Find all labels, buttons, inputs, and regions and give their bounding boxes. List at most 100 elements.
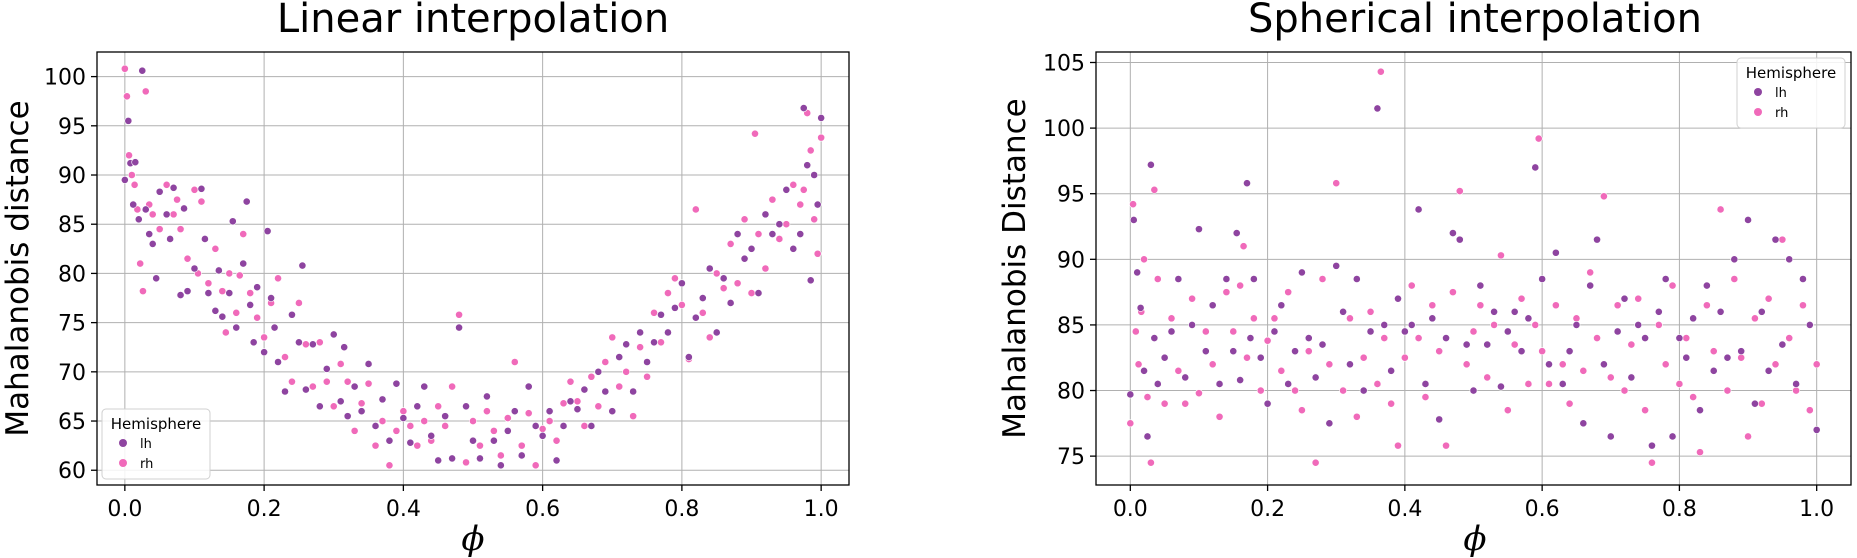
data-point-lh	[1668, 432, 1677, 441]
data-point-rh	[1311, 458, 1320, 467]
data-point-rh	[510, 358, 519, 366]
data-point-rh	[476, 441, 484, 450]
data-point-rh	[1421, 393, 1430, 401]
data-point-lh	[1400, 327, 1409, 336]
data-point-rh	[136, 259, 145, 268]
data-point-lh	[399, 414, 408, 422]
data-point-lh	[1634, 321, 1643, 329]
data-point-rh	[1318, 275, 1327, 283]
data-point-rh	[789, 180, 798, 189]
data-point-rh	[524, 409, 533, 418]
data-point-rh	[197, 197, 206, 206]
data-point-rh	[671, 274, 679, 283]
data-point-rh	[782, 220, 791, 229]
data-point-rh	[1147, 458, 1155, 467]
data-point-lh	[1483, 340, 1492, 349]
plot-frame	[1095, 51, 1852, 486]
data-point-lh	[796, 230, 805, 238]
data-point-rh	[1606, 373, 1615, 382]
data-point-rh	[636, 343, 645, 352]
data-point-rh	[1579, 366, 1588, 375]
data-point-lh	[385, 436, 394, 445]
data-point-lh	[1805, 321, 1814, 329]
data-point-lh	[1208, 301, 1217, 310]
data-point-lh	[357, 407, 366, 416]
data-point-rh	[1510, 340, 1519, 349]
data-point-lh	[249, 338, 258, 347]
x-axis-label: ϕ	[461, 519, 484, 558]
data-point-rh	[232, 308, 241, 317]
data-point-rh	[1613, 301, 1622, 310]
data-point-rh	[643, 372, 651, 381]
chart-title: Linear interpolation	[277, 0, 669, 42]
data-point-lh	[1256, 353, 1265, 362]
data-point-lh	[120, 176, 129, 184]
data-point-lh	[124, 116, 133, 125]
data-point-rh	[677, 301, 686, 309]
data-point-lh	[1373, 104, 1382, 113]
data-point-rh	[1455, 187, 1464, 195]
data-point-lh	[1723, 353, 1732, 362]
data-point-lh	[782, 185, 791, 194]
data-point-lh	[531, 422, 540, 430]
y-tick-label: 85	[1057, 314, 1085, 339]
data-point-lh	[1380, 321, 1389, 329]
data-point-rh	[1380, 334, 1389, 342]
data-point-lh	[1702, 281, 1711, 290]
data-point-lh	[698, 294, 707, 302]
data-point-lh	[1730, 255, 1739, 264]
ticks: 0.0 0.2 0.4 0.6 0.8 1.0 60 65 70 75 80 85 90 95 100	[44, 66, 839, 522]
data-point-rh	[1277, 366, 1286, 375]
data-point-rh	[378, 417, 387, 425]
data-point-rh	[274, 274, 282, 283]
data-point-lh	[1359, 386, 1368, 395]
data-point-rh	[1284, 288, 1293, 297]
data-point-rh	[754, 230, 763, 238]
data-point-lh	[336, 397, 345, 406]
data-point-lh	[218, 312, 227, 321]
data-point-lh	[496, 461, 505, 470]
data-point-rh	[1134, 360, 1143, 369]
data-point-lh	[152, 274, 161, 283]
data-point-rh	[664, 289, 672, 298]
data-point-rh	[1174, 366, 1183, 375]
data-point-lh	[545, 407, 554, 416]
data-point-lh	[239, 259, 248, 268]
data-point-lh	[322, 364, 331, 373]
data-point-rh	[594, 402, 603, 411]
data-point-rh	[1545, 380, 1553, 388]
data-point-rh	[1805, 406, 1814, 415]
data-point-lh	[1270, 327, 1279, 336]
data-point-lh	[503, 426, 512, 435]
data-point-lh	[295, 338, 303, 347]
data-point-lh	[1332, 261, 1341, 270]
data-point-lh	[1551, 248, 1560, 257]
data-point-rh	[1661, 360, 1670, 369]
data-point-lh	[719, 274, 728, 283]
x-tick-label: 0.0	[1113, 497, 1148, 522]
data-point-rh	[483, 407, 491, 416]
data-point-rh	[1723, 386, 1732, 395]
data-point-rh	[580, 422, 589, 430]
data-point-lh	[441, 412, 450, 421]
data-point-rh	[1407, 281, 1416, 290]
data-point-lh	[733, 230, 742, 238]
data-point-lh	[768, 230, 777, 238]
data-point-lh	[138, 66, 147, 75]
data-point-lh	[301, 385, 310, 394]
data-point-lh	[1229, 347, 1238, 356]
data-point-lh	[427, 431, 436, 440]
data-point-lh	[705, 264, 714, 273]
data-point-rh	[392, 426, 401, 435]
data-point-rh	[183, 254, 192, 263]
legend-box	[101, 408, 211, 480]
data-point-lh	[274, 358, 282, 366]
data-point-lh	[601, 387, 610, 396]
data-point-rh	[817, 133, 826, 142]
data-point-rh	[1126, 419, 1135, 428]
data-point-rh	[211, 244, 220, 253]
data-point-rh	[455, 310, 463, 319]
data-point-rh	[726, 239, 735, 248]
lh-points	[120, 66, 826, 470]
data-point-lh	[1298, 268, 1306, 277]
